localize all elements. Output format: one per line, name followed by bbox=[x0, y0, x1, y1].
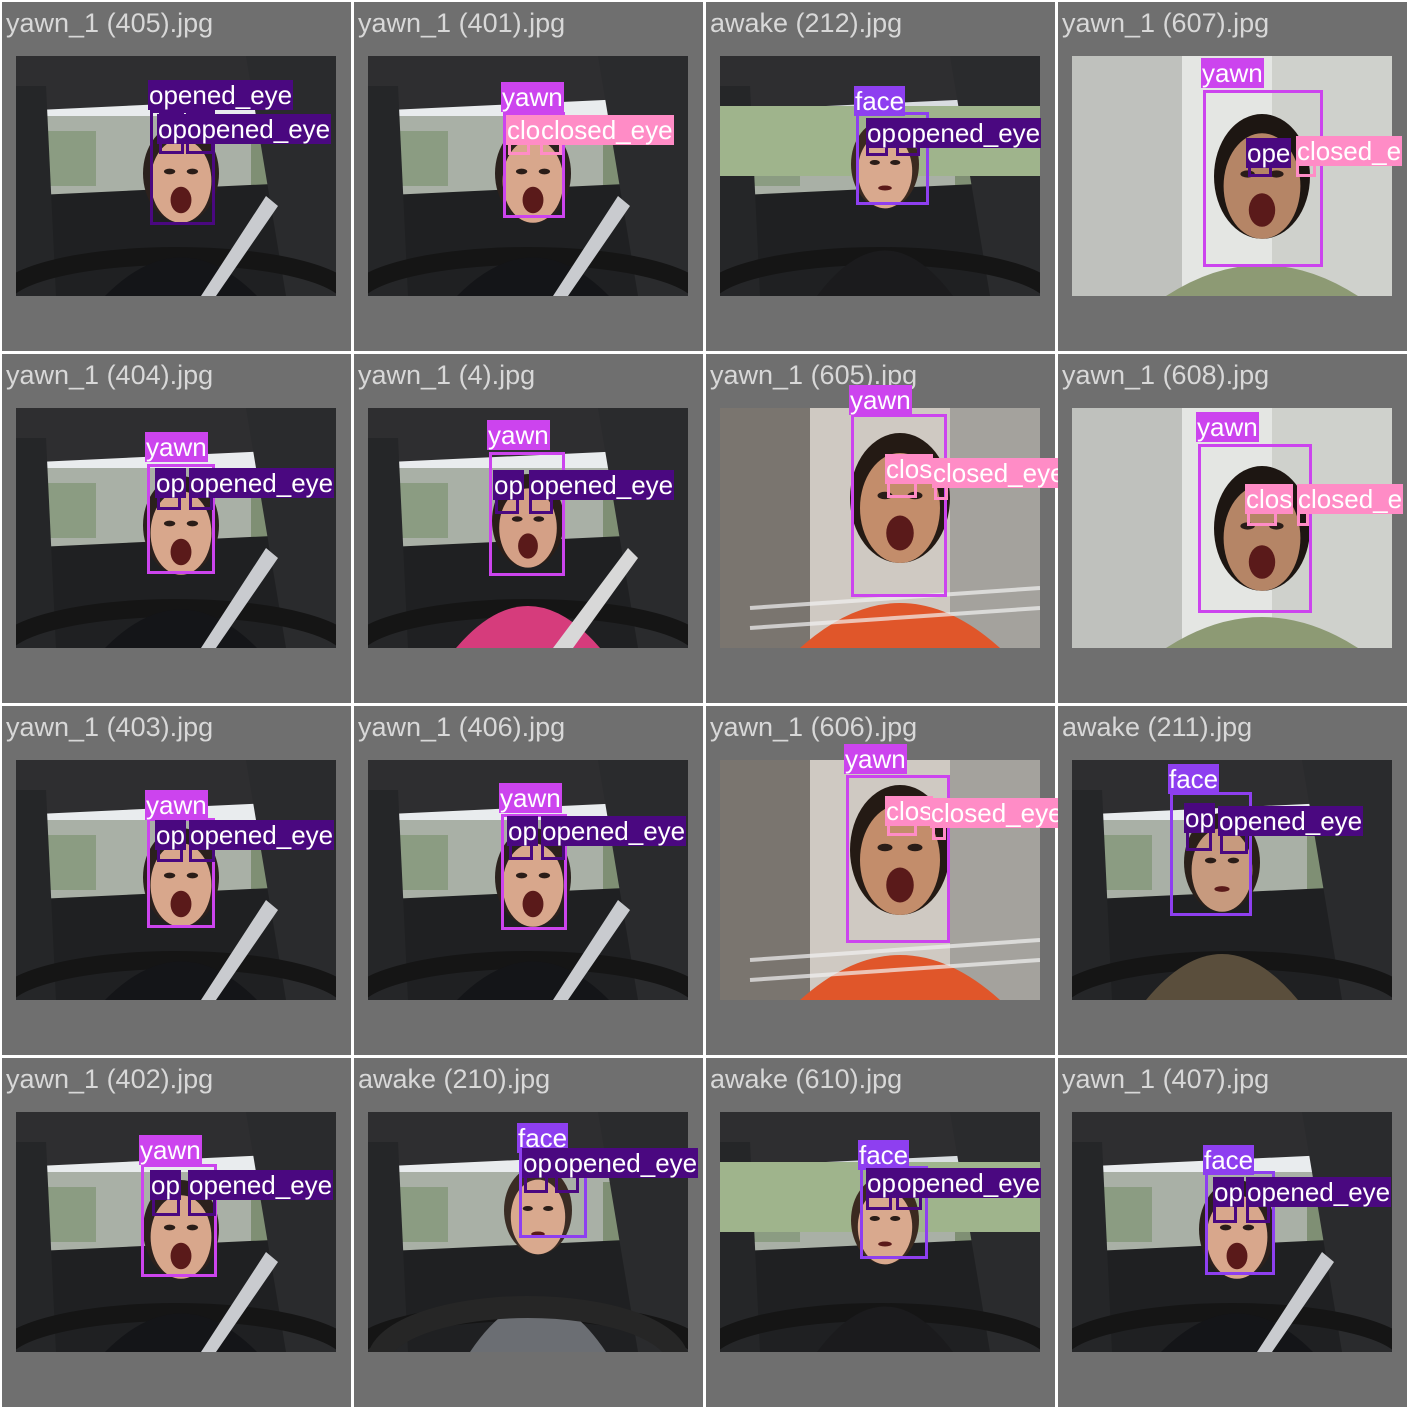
opened-class-label: op bbox=[1184, 803, 1215, 833]
yawn-class-label: yawn bbox=[849, 385, 912, 415]
face-class-label: face bbox=[854, 86, 906, 116]
opened-class-label: op bbox=[866, 1168, 897, 1198]
result-tile: yawn_1 (605).jpg bbox=[706, 354, 1055, 703]
opened-class-label: opened_eye bbox=[553, 1148, 699, 1178]
opened-class-label: opened_eye bbox=[189, 820, 335, 850]
opened-class-label: op bbox=[493, 470, 524, 500]
closed-class-label: closed_eye bbox=[932, 458, 1066, 488]
closed-class-label: clos bbox=[885, 796, 934, 826]
yawn-class-label: yawn bbox=[501, 82, 564, 112]
image-filename: yawn_1 (606).jpg bbox=[710, 712, 918, 742]
image-filename: yawn_1 (4).jpg bbox=[358, 360, 536, 390]
opened-class-label: op bbox=[866, 118, 897, 148]
yawn-class-label: yawn bbox=[499, 783, 562, 813]
opened-class-label: opened_eye bbox=[1246, 1177, 1392, 1207]
image-filename: awake (211).jpg bbox=[1062, 712, 1253, 742]
yawn-bounding-box bbox=[147, 464, 215, 574]
opened-class-label: opened_eye bbox=[1218, 806, 1364, 836]
image-filename: yawn_1 (405).jpg bbox=[6, 8, 214, 38]
image-filename: awake (212).jpg bbox=[710, 8, 903, 38]
opened-bounding-box bbox=[150, 110, 215, 225]
yawn-bounding-box bbox=[501, 814, 567, 930]
opened-class-label: op bbox=[507, 816, 538, 846]
opened-class-label: opened_eye bbox=[186, 114, 332, 144]
yawn-class-label: yawn bbox=[145, 790, 208, 820]
yawn-class-label: yawn bbox=[1196, 412, 1259, 442]
image-filename: yawn_1 (607).jpg bbox=[1062, 8, 1270, 38]
image-filename: yawn_1 (406).jpg bbox=[358, 712, 566, 742]
image-filename: yawn_1 (403).jpg bbox=[6, 712, 214, 742]
closed-class-label: closed_e bbox=[1296, 136, 1403, 166]
closed-class-label: clos bbox=[885, 454, 934, 484]
yawn-bounding-box bbox=[1198, 444, 1312, 613]
driver-photo bbox=[1072, 760, 1392, 1000]
image-filename: yawn_1 (407).jpg bbox=[1062, 1064, 1270, 1094]
opened-class-label: opened_eye bbox=[148, 80, 294, 110]
image-filename: yawn_1 (404).jpg bbox=[6, 360, 214, 390]
yawn-bounding-box bbox=[846, 775, 950, 943]
image-filename: awake (210).jpg bbox=[358, 1064, 551, 1094]
yawn-class-label: yawn bbox=[487, 420, 550, 450]
opened-class-label: opened_eye bbox=[188, 1170, 334, 1200]
closed-class-label: closed_e bbox=[1297, 484, 1404, 514]
result-tile: awake (212).jpg bbox=[706, 2, 1055, 351]
driver-photo bbox=[720, 408, 1040, 648]
image-filename: awake (610).jpg bbox=[710, 1064, 903, 1094]
opened-class-label: opened_eye bbox=[896, 1168, 1042, 1198]
yawn-class-label: yawn bbox=[1201, 58, 1264, 88]
face-class-label: face bbox=[858, 1140, 910, 1170]
result-tile: awake (211).jpg bbox=[1058, 706, 1407, 1055]
face-class-label: face bbox=[1203, 1145, 1255, 1175]
result-tile: yawn_1 (402).jpg bbox=[2, 1058, 351, 1407]
yawn-class-label: yawn bbox=[844, 744, 907, 774]
opened-class-label: op bbox=[155, 468, 186, 498]
yawn-bounding-box bbox=[141, 1164, 217, 1277]
image-filename: yawn_1 (608).jpg bbox=[1062, 360, 1270, 390]
opened-class-label: op bbox=[1213, 1177, 1244, 1207]
yawn-bounding-box bbox=[503, 112, 565, 218]
result-tile: yawn_1 (4).jpg bbox=[354, 354, 703, 703]
opened-class-label: ope bbox=[1246, 138, 1292, 168]
image-filename: yawn_1 (402).jpg bbox=[6, 1064, 214, 1094]
image-filename: yawn_1 (401).jpg bbox=[358, 8, 566, 38]
yawn-bounding-box bbox=[851, 414, 947, 597]
driver-photo bbox=[16, 1112, 336, 1352]
yawn-class-label: yawn bbox=[139, 1135, 202, 1165]
yawn-class-label: yawn bbox=[145, 432, 208, 462]
yawn-bounding-box bbox=[1203, 90, 1323, 267]
closed-class-label: closed_eye bbox=[930, 798, 1064, 828]
opened-class-label: op bbox=[155, 820, 186, 850]
driver-photo bbox=[720, 56, 1040, 296]
opened-class-label: opened_eye bbox=[896, 118, 1042, 148]
closed-class-label: clos bbox=[1245, 484, 1294, 514]
opened-class-label: opened_eye bbox=[529, 470, 675, 500]
yawn-bounding-box bbox=[489, 452, 565, 576]
opened-class-label: op bbox=[150, 1170, 181, 1200]
opened-class-label: op bbox=[522, 1148, 553, 1178]
result-tile: yawn_1 (407).jpg bbox=[1058, 1058, 1407, 1407]
opened-class-label: opened_eye bbox=[541, 816, 687, 846]
closed-class-label: clo bbox=[506, 115, 542, 145]
opened-class-label: op bbox=[157, 114, 188, 144]
face-class-label: face bbox=[1168, 764, 1220, 794]
opened-class-label: opened_eye bbox=[189, 468, 335, 498]
closed-class-label: closed_eye bbox=[540, 115, 674, 145]
